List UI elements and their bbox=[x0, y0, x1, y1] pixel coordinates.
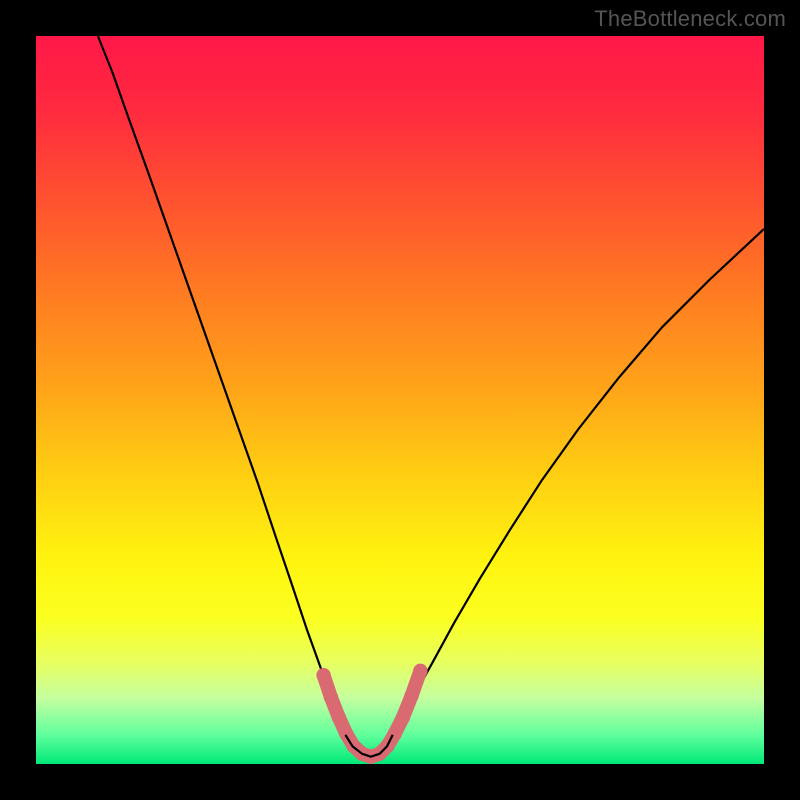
chart-stage: TheBottleneck.com bbox=[0, 0, 800, 800]
watermark-text: TheBottleneck.com bbox=[594, 6, 786, 32]
optimal-zone-dot bbox=[339, 726, 353, 740]
optimal-zone-dot bbox=[396, 710, 410, 724]
optimal-zone-dot bbox=[332, 710, 346, 724]
optimal-zone-dot bbox=[324, 690, 338, 704]
optimal-zone-dot bbox=[316, 668, 330, 682]
optimal-zone-dot bbox=[404, 688, 418, 702]
optimal-zone-dot bbox=[413, 664, 427, 678]
bottleneck-chart bbox=[0, 0, 800, 800]
heat-gradient-panel bbox=[36, 36, 764, 764]
